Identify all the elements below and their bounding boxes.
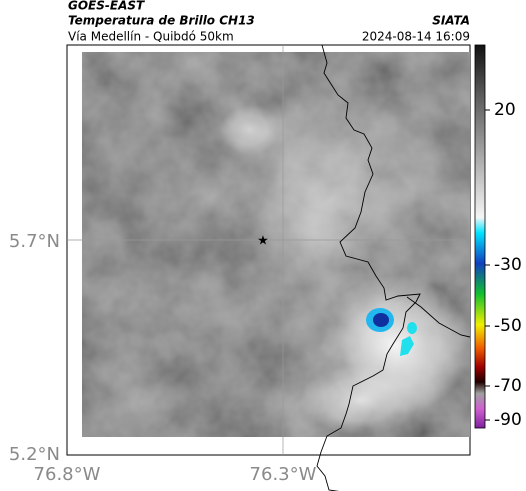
latitude-label: 5.7°N bbox=[9, 231, 60, 252]
colorbar: 20 -30 -50 -70 -90 bbox=[474, 44, 522, 430]
datetime: 2024-08-14 16:09 bbox=[362, 30, 470, 44]
colorbar-tick-label: -30 bbox=[494, 255, 522, 275]
colorbar-scale bbox=[474, 44, 486, 429]
cloud-area bbox=[220, 105, 280, 155]
source: SIATA bbox=[432, 14, 470, 28]
route: Vía Medellín - Quibdó 50km bbox=[68, 30, 234, 44]
colorbar-tick-label: -50 bbox=[494, 316, 522, 336]
product: Temperatura de Brillo CH13 bbox=[68, 14, 255, 28]
longitude-label: 76.3°W bbox=[250, 464, 317, 485]
cold-cloud bbox=[400, 336, 414, 356]
border-line bbox=[316, 44, 421, 491]
latitude-label: 5.2°N bbox=[9, 444, 60, 465]
map: ★ 5.7°N 5.2°N 76.8°W 76.3°W bbox=[9, 44, 471, 491]
longitude-label: 76.8°W bbox=[34, 464, 101, 485]
cloud-area bbox=[240, 80, 420, 320]
border-line bbox=[406, 296, 471, 338]
satellite: GOES-EAST bbox=[68, 0, 145, 13]
location-star: ★ bbox=[257, 234, 269, 249]
cold-cloud-core bbox=[373, 313, 389, 327]
colorbar-tick-label: -90 bbox=[494, 410, 522, 430]
cold-cloud bbox=[407, 322, 417, 334]
colorbar-tick-label: 20 bbox=[494, 100, 516, 120]
colorbar-tick-label: -70 bbox=[494, 376, 522, 396]
cloud-area bbox=[300, 365, 420, 435]
